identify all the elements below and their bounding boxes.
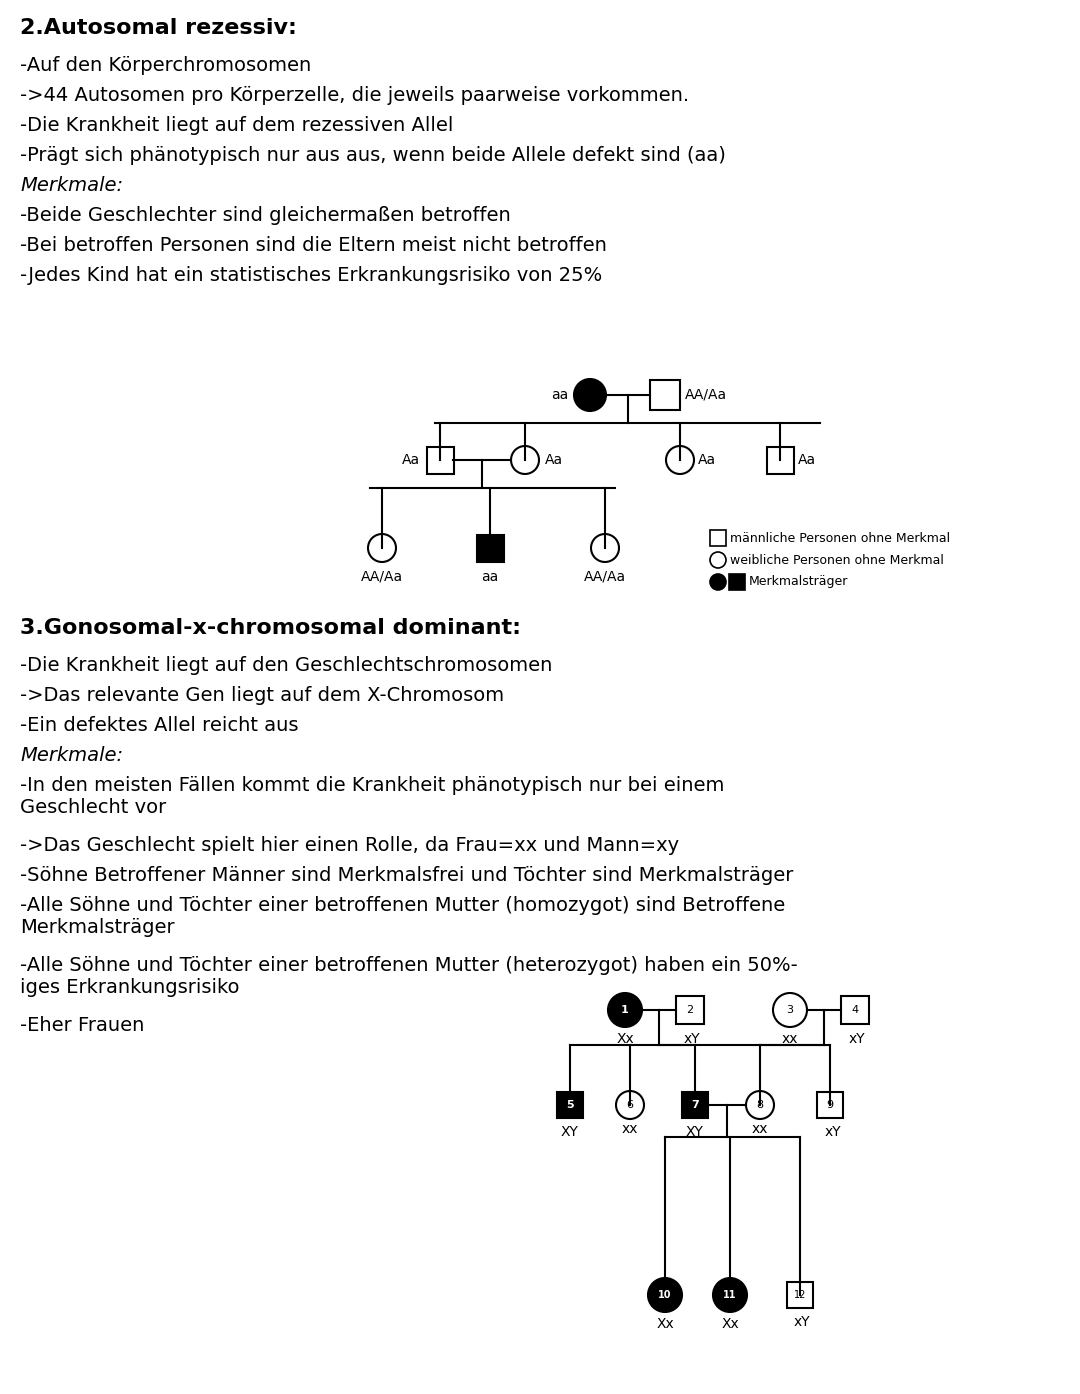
Circle shape [710, 552, 726, 567]
Text: AA/Aa: AA/Aa [685, 388, 727, 401]
Text: weibliche Personen ohne Merkmal: weibliche Personen ohne Merkmal [730, 553, 944, 566]
Text: 11: 11 [724, 1289, 737, 1301]
FancyBboxPatch shape [557, 1092, 583, 1118]
Text: xx: xx [782, 1032, 798, 1046]
Text: ->Das Geschlecht spielt hier einen Rolle, da Frau=xx und Mann=xy: ->Das Geschlecht spielt hier einen Rolle… [21, 836, 679, 855]
Text: Xx: Xx [657, 1317, 674, 1331]
Text: 9: 9 [826, 1100, 834, 1110]
Text: -Bei betroffen Personen sind die Eltern meist nicht betroffen: -Bei betroffen Personen sind die Eltern … [21, 236, 607, 255]
Text: 1: 1 [621, 1005, 629, 1015]
Circle shape [616, 1092, 644, 1119]
Text: Merkmale:: Merkmale: [21, 746, 123, 765]
Text: 5: 5 [566, 1100, 573, 1110]
FancyBboxPatch shape [650, 381, 680, 410]
Text: männliche Personen ohne Merkmal: männliche Personen ohne Merkmal [730, 531, 950, 545]
Text: XY: XY [562, 1125, 579, 1139]
Text: -Söhne Betroffener Männer sind Merkmalsfrei und Töchter sind Merkmalsträger: -Söhne Betroffener Männer sind Merkmalsf… [21, 866, 794, 885]
Text: -Eher Frauen: -Eher Frauen [21, 1016, 145, 1034]
Text: 8: 8 [756, 1100, 764, 1110]
FancyBboxPatch shape [816, 1092, 843, 1118]
Text: xY: xY [825, 1125, 841, 1139]
Text: Xx: Xx [616, 1032, 634, 1046]
Bar [729, 574, 745, 590]
Text: AA/Aa: AA/Aa [361, 570, 403, 584]
Text: Aa: Aa [798, 453, 816, 467]
Circle shape [511, 446, 539, 474]
Circle shape [773, 993, 807, 1027]
Text: -Die Krankheit liegt auf den Geschlechtschromosomen: -Die Krankheit liegt auf den Geschlechts… [21, 657, 552, 675]
Text: 10: 10 [658, 1289, 672, 1301]
Circle shape [713, 1278, 747, 1312]
Circle shape [648, 1278, 681, 1312]
Text: AA/Aa: AA/Aa [584, 570, 626, 584]
Text: 3: 3 [786, 1005, 794, 1015]
Text: 6: 6 [626, 1100, 634, 1110]
Text: 12: 12 [794, 1289, 806, 1301]
Text: aa: aa [551, 388, 568, 401]
Text: -Jedes Kind hat ein statistisches Erkrankungsrisiko von 25%: -Jedes Kind hat ein statistisches Erkran… [21, 266, 603, 284]
Text: Aa: Aa [545, 453, 563, 467]
Text: -Alle Söhne und Töchter einer betroffenen Mutter (homozygot) sind Betroffene
Mer: -Alle Söhne und Töchter einer betroffene… [21, 896, 785, 937]
Text: -Alle Söhne und Töchter einer betroffenen Mutter (heterozygot) haben ein 50%-
ig: -Alle Söhne und Töchter einer betroffene… [21, 956, 798, 997]
FancyBboxPatch shape [767, 446, 794, 474]
Text: ->44 Autosomen pro Körperzelle, die jeweils paarweise vorkommen.: ->44 Autosomen pro Körperzelle, die jewe… [21, 86, 689, 105]
Circle shape [573, 379, 606, 411]
Text: ->Das relevante Gen liegt auf dem X-Chromosom: ->Das relevante Gen liegt auf dem X-Chro… [21, 686, 504, 705]
Circle shape [368, 534, 396, 562]
Text: -Prägt sich phänotypisch nur aus aus, wenn beide Allele defekt sind (aa): -Prägt sich phänotypisch nur aus aus, we… [21, 146, 726, 164]
Circle shape [591, 534, 619, 562]
Text: xY: xY [849, 1032, 865, 1046]
FancyBboxPatch shape [841, 995, 869, 1025]
Text: 7: 7 [691, 1100, 699, 1110]
Text: 2.Autosomal rezessiv:: 2.Autosomal rezessiv: [21, 18, 297, 38]
Text: -Beide Geschlechter sind gleichermaßen betroffen: -Beide Geschlechter sind gleichermaßen b… [21, 206, 511, 224]
Bar [710, 530, 726, 546]
Text: xx: xx [622, 1122, 638, 1136]
Text: xY: xY [794, 1315, 810, 1328]
FancyBboxPatch shape [427, 446, 454, 474]
Text: -In den meisten Fällen kommt die Krankheit phänotypisch nur bei einem
Geschlecht: -In den meisten Fällen kommt die Krankhe… [21, 776, 725, 817]
FancyBboxPatch shape [787, 1282, 813, 1308]
Text: -Die Krankheit liegt auf dem rezessiven Allel: -Die Krankheit liegt auf dem rezessiven … [21, 116, 454, 135]
Text: 4: 4 [851, 1005, 859, 1015]
Text: xx: xx [752, 1122, 768, 1136]
Text: Xx: Xx [721, 1317, 739, 1331]
FancyBboxPatch shape [476, 534, 503, 562]
Text: 2: 2 [687, 1005, 693, 1015]
Text: 3.Gonosomal-x-chromosomal dominant:: 3.Gonosomal-x-chromosomal dominant: [21, 618, 521, 638]
Text: Aa: Aa [698, 453, 716, 467]
Text: Merkmalsträger: Merkmalsträger [750, 576, 849, 588]
FancyBboxPatch shape [681, 1092, 708, 1118]
FancyBboxPatch shape [676, 995, 704, 1025]
Text: Merkmale:: Merkmale: [21, 176, 123, 195]
Text: xY: xY [684, 1032, 700, 1046]
Text: aa: aa [482, 570, 499, 584]
Text: -Ein defektes Allel reicht aus: -Ein defektes Allel reicht aus [21, 717, 298, 735]
Circle shape [666, 446, 694, 474]
Circle shape [710, 574, 726, 590]
Text: XY: XY [686, 1125, 704, 1139]
Circle shape [608, 993, 642, 1027]
Text: -Auf den Körperchromosomen: -Auf den Körperchromosomen [21, 56, 311, 75]
Text: Aa: Aa [402, 453, 420, 467]
Circle shape [746, 1092, 774, 1119]
